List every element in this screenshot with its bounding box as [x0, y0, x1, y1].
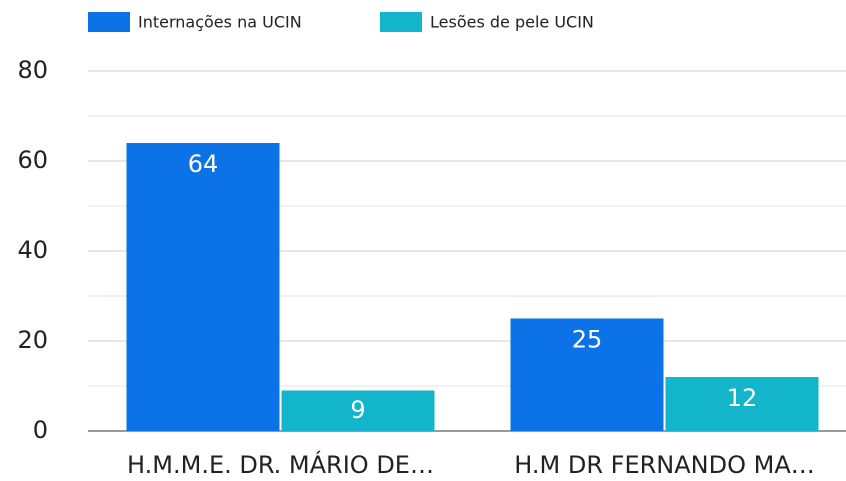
data-label: 64 — [188, 150, 219, 178]
y-tick-label: 40 — [17, 236, 48, 264]
y-tick-label: 0 — [33, 416, 48, 444]
legend-label: Lesões de pele UCIN — [430, 13, 594, 32]
x-tick-label: H.M.M.E. DR. MÁRIO DE… — [127, 450, 434, 479]
bar — [510, 318, 664, 431]
y-tick-label: 80 — [17, 56, 48, 84]
legend-swatch — [380, 12, 422, 32]
y-tick-label: 20 — [17, 326, 48, 354]
y-tick-label: 60 — [17, 146, 48, 174]
x-tick-label: H.M DR FERNANDO MA… — [514, 451, 814, 479]
legend-label: Internações na UCIN — [138, 13, 302, 32]
legend-swatch — [88, 12, 130, 32]
bar — [281, 390, 435, 431]
bar — [126, 143, 280, 431]
data-label: 12 — [727, 384, 758, 412]
data-label: 9 — [350, 396, 365, 424]
bar — [665, 377, 819, 431]
data-label: 25 — [572, 326, 603, 354]
